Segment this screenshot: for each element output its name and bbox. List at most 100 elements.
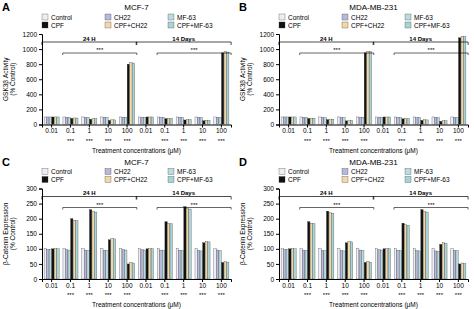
legend-item: Control xyxy=(279,168,310,175)
bar xyxy=(383,249,385,279)
x-tick: 10 xyxy=(436,125,444,135)
x-tick: 100 xyxy=(359,279,370,289)
y-tick: 100 xyxy=(263,245,279,252)
tick-label: 0.01 xyxy=(45,127,58,134)
y-axis-title: β-Catenin Expression(% Control) xyxy=(2,202,17,265)
bar xyxy=(399,251,401,279)
x-tick: 1 xyxy=(419,279,423,289)
bar xyxy=(130,262,132,279)
legend-item: Control xyxy=(42,168,73,175)
significance-bracket xyxy=(157,53,231,55)
legend-label: CPF+MF-63 xyxy=(177,22,213,29)
tick-label: 100 xyxy=(453,282,464,289)
group-significance: *** xyxy=(218,292,226,298)
bar xyxy=(321,117,323,124)
x-tick: 10 xyxy=(199,125,207,135)
significance-label: *** xyxy=(333,202,341,208)
bar xyxy=(418,118,420,125)
group-significance: *** xyxy=(199,292,207,298)
legend-item: MF-63 xyxy=(168,168,196,175)
bar xyxy=(219,250,221,279)
bar xyxy=(179,117,181,124)
significance-bracket xyxy=(300,208,374,210)
figure: 0200400600800100012000.010.11101000.010.… xyxy=(0,0,474,309)
bar xyxy=(386,117,388,125)
bar xyxy=(364,262,366,279)
bar xyxy=(386,249,388,279)
tick-label: 0.1 xyxy=(397,127,406,134)
y-tick: 400 xyxy=(263,91,279,98)
bar xyxy=(167,118,169,124)
tick-mark xyxy=(39,109,42,110)
group-significance: *** xyxy=(161,138,169,144)
section-bracket xyxy=(42,197,137,200)
tick-mark xyxy=(276,49,279,50)
legend-swatch xyxy=(42,177,48,183)
section-bracket xyxy=(136,197,231,200)
tick-label: 1000 xyxy=(260,46,275,53)
section-label: 24 H xyxy=(320,36,333,42)
bar xyxy=(445,243,447,279)
legend-label: Control xyxy=(51,14,73,21)
bar xyxy=(308,222,310,279)
bar xyxy=(464,37,466,125)
tick-label: 0.01 xyxy=(377,282,390,289)
legend-item: Control xyxy=(42,14,73,21)
y-tick: 100 xyxy=(26,245,42,252)
tick-mark xyxy=(276,249,279,250)
bar xyxy=(388,249,390,279)
bar xyxy=(57,249,59,279)
tick-mark xyxy=(276,125,279,126)
bar xyxy=(87,117,89,124)
group-significance: *** xyxy=(67,292,75,298)
y-axis-title-line: (% Control) xyxy=(9,217,17,250)
bars xyxy=(44,51,229,124)
bar xyxy=(198,117,200,124)
tick-label: 0.01 xyxy=(377,127,390,134)
tick-label: 0.1 xyxy=(66,127,75,134)
bar xyxy=(71,118,73,124)
bar xyxy=(138,117,140,125)
bar xyxy=(71,219,73,279)
group-significance: *** xyxy=(199,138,207,144)
tick-label: 1200 xyxy=(260,31,275,38)
legend-label: CPF+MF-63 xyxy=(414,176,450,183)
bar xyxy=(294,249,296,279)
legend-item: CH22 xyxy=(342,14,368,21)
bar xyxy=(160,117,162,124)
bar xyxy=(402,223,404,279)
y-tick: 250 xyxy=(263,200,279,207)
bar xyxy=(426,212,428,279)
legend-label: CH22 xyxy=(114,168,131,175)
group-significance: *** xyxy=(304,292,312,298)
x-tick: 10 xyxy=(199,279,207,289)
chart-container: 0200400600800100012000.010.11101000.010.… xyxy=(0,0,474,309)
plot-area: 0200400600800100012000.010.11101000.010.… xyxy=(260,31,469,144)
bar xyxy=(404,225,406,279)
x-tick: 0.1 xyxy=(303,279,312,289)
bar xyxy=(326,211,328,279)
group-significance: *** xyxy=(361,292,369,298)
bar xyxy=(132,63,134,124)
bar xyxy=(87,250,89,279)
tick-label: 1 xyxy=(88,282,92,289)
group-significance: *** xyxy=(180,138,188,144)
bar xyxy=(44,117,46,125)
bar xyxy=(324,251,326,279)
bar xyxy=(216,117,218,124)
tick-label: 100 xyxy=(122,127,133,134)
tick-label: 1 xyxy=(88,127,92,134)
legend-item: CPF+MF-63 xyxy=(168,22,213,29)
x-axis: 0.010.11101000.010.1110100 xyxy=(280,125,469,135)
section-label: 24 H xyxy=(83,36,96,42)
bar xyxy=(440,244,442,279)
tick-mark xyxy=(39,64,42,65)
bar xyxy=(195,117,197,125)
bar xyxy=(92,119,94,125)
axis-line xyxy=(276,35,280,126)
y-tick: 800 xyxy=(263,61,279,68)
legend: ControlCH22MF-63CPFCPF+CH22CPF+MF-63 xyxy=(42,14,213,29)
tick-label: 100 xyxy=(359,282,370,289)
bar xyxy=(456,251,458,279)
bar xyxy=(200,118,202,125)
